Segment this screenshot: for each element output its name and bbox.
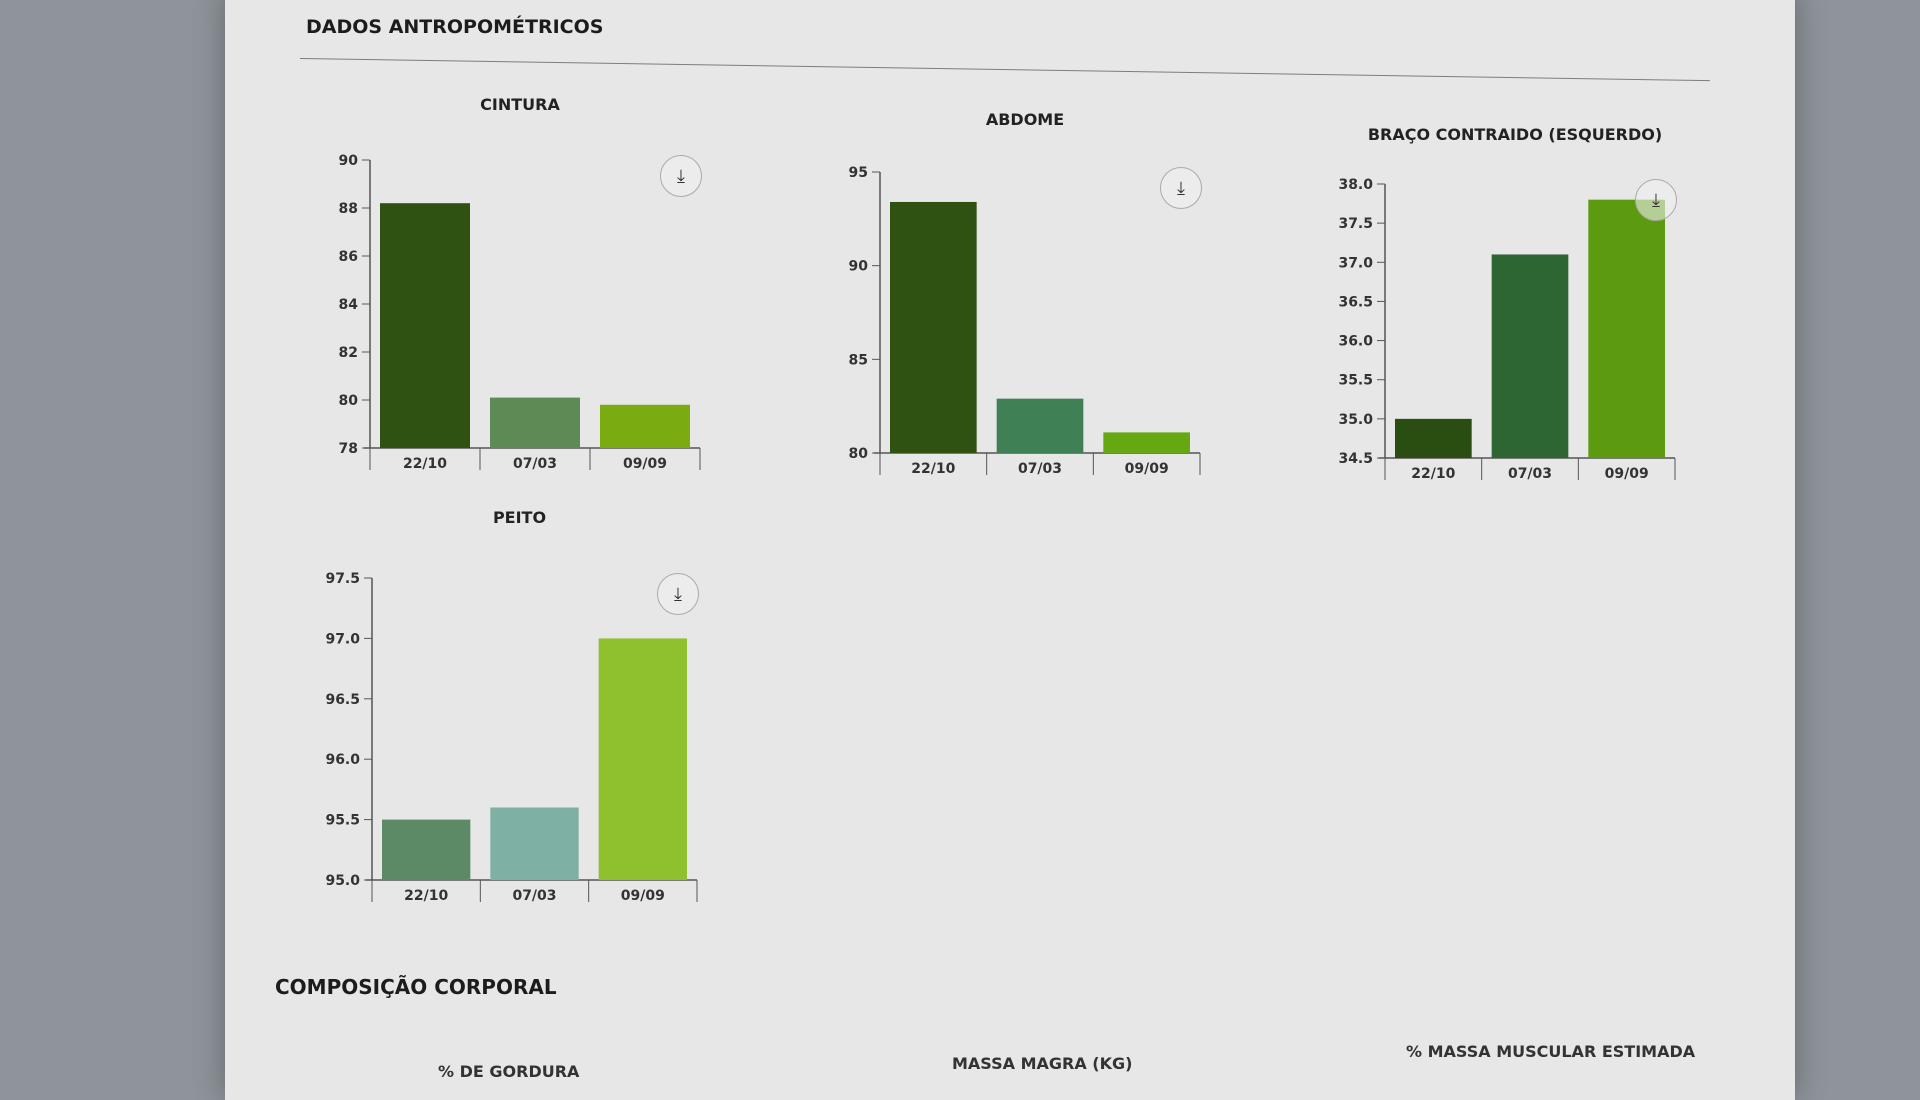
y-tick-label: 84 <box>339 297 359 313</box>
x-tick-label: 09/09 <box>623 456 667 472</box>
section-title: DADOS ANTROPOMÉTRICOS <box>306 16 604 38</box>
y-tick-label: 37.5 <box>1338 216 1373 232</box>
download-icon[interactable]: ⤓ <box>657 573 699 615</box>
bar-07-03 <box>490 807 579 880</box>
y-tick-label: 85 <box>849 352 868 368</box>
y-tick-label: 90 <box>339 153 359 169</box>
x-tick-label: 22/10 <box>911 461 955 477</box>
bar-09-09 <box>1588 199 1665 458</box>
y-tick-label: 90 <box>849 259 869 275</box>
x-tick-label: 07/03 <box>513 456 557 472</box>
y-tick-label: 36.5 <box>1338 294 1373 310</box>
y-tick-label: 96.0 <box>325 752 360 768</box>
subtitle-gordura: % DE GORDURA <box>438 1062 580 1081</box>
y-tick-label: 80 <box>849 446 869 462</box>
x-tick-label: 07/03 <box>512 888 556 904</box>
report-panel <box>225 0 1795 1100</box>
bar-07-03 <box>996 398 1084 453</box>
subtitle-massa-muscular: % MASSA MUSCULAR ESTIMADA <box>1406 1042 1696 1061</box>
x-tick-label: 22/10 <box>403 456 447 472</box>
bar-09-09 <box>598 638 687 880</box>
bar-22-10 <box>382 819 471 880</box>
y-tick-label: 36.0 <box>1338 334 1373 350</box>
x-tick-label: 07/03 <box>1018 461 1062 477</box>
chart-cintura: CINTURA 78 80 82 84 86 88 90 22/10 07/03 09/09 ⤓ <box>300 95 710 498</box>
download-icon[interactable]: ⤓ <box>660 155 702 197</box>
chart-abdome: ABDOME 80 85 90 95 22/10 07/03 09/09 ⤓ <box>800 110 1210 503</box>
y-tick-label: 34.5 <box>1338 451 1373 467</box>
bar-09-09 <box>600 404 690 448</box>
x-tick-label: 07/03 <box>1508 466 1552 482</box>
x-tick-label: 22/10 <box>404 888 448 904</box>
section2-title: COMPOSIÇÃO CORPORAL <box>275 975 557 999</box>
x-tick-label: 09/09 <box>1605 466 1649 482</box>
x-tick-label: 22/10 <box>1411 466 1455 482</box>
y-tick-label: 88 <box>339 201 358 217</box>
x-tick-label: 09/09 <box>621 888 665 904</box>
subtitle-massa-magra: MASSA MAGRA (KG) <box>952 1054 1133 1073</box>
y-tick-label: 95.0 <box>325 873 360 889</box>
bar-22-10 <box>890 201 977 453</box>
bar-22-10 <box>380 203 470 448</box>
x-tick-label: 09/09 <box>1125 461 1169 477</box>
y-tick-label: 35.0 <box>1338 412 1373 428</box>
y-tick-label: 78 <box>339 441 358 457</box>
y-tick-label: 37.0 <box>1338 255 1373 271</box>
chart-braço: BRAÇO CONTRAIDO (ESQUERDO) 34.5 35.0 35.5 36… <box>1290 125 1685 508</box>
y-tick-label: 38.0 <box>1338 177 1373 193</box>
bar-22-10 <box>1395 418 1472 458</box>
y-tick-label: 86 <box>339 249 358 265</box>
chart-peito: PEITO 95.0 95.5 96.0 96.5 97.0 97.5 22/10 07/03 0… <box>300 508 707 930</box>
y-tick-label: 95.5 <box>325 813 360 829</box>
y-tick-label: 97.5 <box>325 571 360 587</box>
y-tick-label: 95 <box>849 165 868 181</box>
y-tick-label: 80 <box>339 393 359 409</box>
download-icon[interactable]: ⤓ <box>1160 167 1202 209</box>
chart-title: ABDOME <box>985 110 1065 129</box>
bar-07-03 <box>490 397 580 448</box>
chart-title: CINTURA <box>480 95 560 114</box>
bar-07-03 <box>1491 254 1569 458</box>
y-tick-label: 96.5 <box>325 692 360 708</box>
y-tick-label: 97.0 <box>325 631 360 647</box>
chart-title: PEITO <box>492 508 547 527</box>
bar-09-09 <box>1103 432 1190 453</box>
y-tick-label: 35.5 <box>1338 373 1373 389</box>
chart-title: BRAÇO CONTRAIDO (ESQUERDO) <box>1367 125 1663 144</box>
y-tick-label: 82 <box>339 345 358 361</box>
download-icon[interactable]: ⤓ <box>1635 179 1677 221</box>
